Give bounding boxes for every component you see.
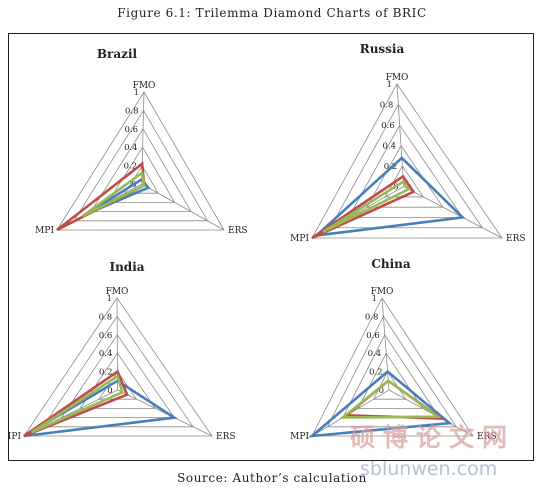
series-polygon-green	[339, 379, 442, 419]
grid-ring	[311, 297, 474, 437]
series-polygon-blue	[312, 156, 466, 238]
axis-spoke	[381, 297, 390, 391]
tick-label: 0.6	[125, 125, 139, 135]
axis-label: FMO	[371, 287, 394, 297]
series-polygon-red	[343, 379, 446, 420]
chart-frame: 0 0.2 0.4 0.6 0.8 1 FMO ERS MPI Brazil 0 0.2 0.4 0.6 0…	[8, 33, 534, 461]
grid-ring	[41, 315, 194, 428]
axis-label: MPI	[290, 432, 309, 442]
axis-label: ERS	[477, 432, 497, 442]
grid-ring	[329, 103, 484, 229]
axis-label: FMO	[133, 81, 156, 91]
axis-label: ERS	[216, 432, 236, 442]
tick-label: 0.2	[124, 162, 138, 172]
series-polygon-blue	[308, 369, 453, 438]
axis-label: MPI	[35, 226, 54, 236]
grid-ring	[23, 297, 213, 437]
tick-label: 0	[107, 386, 112, 396]
series-polygon-red	[56, 161, 146, 232]
figure-title: Figure 6.1: Trilemma Diamond Charts of B…	[117, 6, 427, 20]
chart-title: Brazil	[97, 47, 138, 61]
tick-label: 0.6	[99, 331, 113, 341]
axis-spoke	[403, 186, 503, 239]
tick-label: 1	[372, 294, 377, 304]
axis-label: FMO	[106, 287, 129, 297]
tick-label: 0.4	[124, 143, 138, 153]
figure-source: Source: Author’s calculation	[177, 471, 367, 485]
series-polygon-green	[81, 170, 146, 218]
grid-ring	[357, 352, 424, 409]
tick-label: 0.4	[368, 349, 382, 359]
grid-ring	[60, 334, 176, 419]
tick-label: 1	[134, 88, 139, 98]
grid-ring	[90, 128, 192, 213]
tick-label: 1	[387, 80, 392, 90]
grid-ring	[56, 91, 225, 231]
series-polygon-red	[311, 174, 416, 240]
tick-label: 0.8	[99, 312, 113, 322]
grid-ring	[79, 352, 157, 409]
chart-title: China	[371, 257, 411, 271]
radar-charts: 00.20.40.60.81FMOERSMPIBrazil00.20.40.60…	[9, 42, 526, 442]
axis-label: MPI	[290, 234, 309, 244]
tick-label: 0.6	[366, 331, 380, 341]
axis-spoke	[141, 183, 225, 231]
axis-label: MPI	[9, 432, 21, 442]
tick-label: 0.4	[382, 142, 396, 152]
tick-label: 0.8	[380, 101, 394, 111]
axis-label: ERS	[506, 234, 526, 244]
series-polygon-green	[322, 179, 411, 234]
chart-title: India	[109, 260, 144, 274]
tick-label: 0.8	[365, 312, 379, 322]
grid-ring	[73, 109, 209, 222]
grid-ring	[107, 146, 176, 203]
tick-label: 0.6	[381, 121, 395, 131]
tick-label: 0.8	[125, 106, 139, 116]
tick-label: 0.4	[99, 349, 113, 359]
axis-label: FMO	[386, 73, 409, 83]
grid-ring	[311, 83, 503, 239]
tick-label: 0	[379, 386, 384, 396]
axis-label: ERS	[228, 226, 248, 236]
series-polygon-blue	[23, 379, 178, 438]
grid-ring	[347, 124, 464, 218]
chart-title: Russia	[360, 42, 405, 56]
series-polygon-green	[30, 374, 124, 434]
grid-ring	[326, 315, 457, 428]
tick-label: 0.2	[369, 368, 383, 378]
tick-label: 0.2	[99, 368, 113, 378]
series-polygon-red	[23, 369, 129, 438]
axis-spoke	[396, 83, 405, 187]
tick-label: 1	[107, 294, 112, 304]
